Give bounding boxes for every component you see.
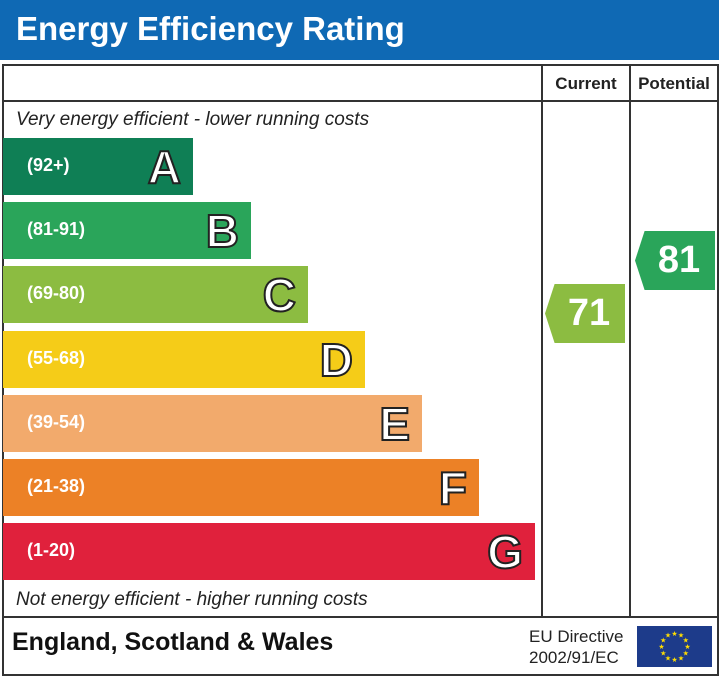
column-header-current: Current [555,74,617,93]
column-divider [541,64,543,617]
star-icon: ★ [660,637,666,645]
region-label: England, Scotland & Wales [12,628,334,656]
star-icon: ★ [678,654,684,662]
band-letter: F [438,461,468,515]
star-icon: ★ [684,643,690,651]
eu-directive: EU Directive 2002/91/EC [529,626,623,668]
band-letter: D [319,333,354,387]
star-icon: ★ [665,654,671,662]
star-icon: ★ [658,643,664,651]
star-icon: ★ [671,630,677,638]
title-bar [0,0,719,60]
band-range: (92+) [27,155,70,175]
column-header-potential: Potential [638,74,710,93]
star-icon: ★ [678,632,684,640]
band-range: (21-38) [27,476,86,496]
band-letter: E [378,397,411,451]
footer-divider [2,616,717,618]
band-range: (55-68) [27,348,86,368]
band-bar-b: (81-91) B [3,202,251,259]
band-bar-g: (1-20) G [3,523,535,580]
band-bar-e: (39-54) E [3,395,422,452]
band-letter: G [486,525,524,579]
star-icon: ★ [683,650,689,658]
directive-line-2: 2002/91/EC [529,648,619,667]
star-icon: ★ [665,632,671,640]
eu-flag-icon: ★ ★★★★★★★★★★★ [637,626,712,667]
band-bar-c: (69-80) C [3,266,308,323]
directive-line-1: EU Directive [529,627,624,646]
column-divider [629,64,631,617]
band-letter: B [205,204,240,258]
star-icon: ★ [671,656,677,664]
chart-title: Energy Efficiency Rating [16,10,405,47]
band-letter: A [147,140,182,194]
potential-rating-arrow: 81 [635,231,715,290]
bottom-note: Not energy efficient - higher running co… [16,589,368,610]
star-icon: ★ [660,650,666,658]
band-range: (69-80) [27,283,86,303]
current-rating-arrow: 71 [545,284,625,343]
band-bar-f: (21-38) F [3,459,479,516]
band-bar-a: (92+) A [3,138,193,195]
band-range: (1-20) [27,540,76,560]
star-icon: ★ [683,637,689,645]
band-range: (81-91) [27,219,86,239]
header-divider [2,100,717,102]
band-letter: C [262,268,297,322]
band-bar-d: (55-68) D [3,331,365,388]
band-range: (39-54) [27,412,86,432]
top-note: Very energy efficient - lower running co… [16,109,370,130]
